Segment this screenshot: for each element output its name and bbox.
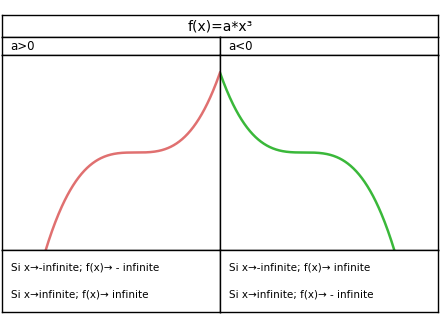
- Text: Si x→-infinite; f(x)→ infinite: Si x→-infinite; f(x)→ infinite: [229, 263, 370, 272]
- Text: Si x→infinite; f(x)→ - infinite: Si x→infinite; f(x)→ - infinite: [229, 290, 373, 300]
- Text: a>0: a>0: [11, 40, 35, 52]
- Text: Si x→-infinite; f(x)→ - infinite: Si x→-infinite; f(x)→ - infinite: [11, 263, 159, 272]
- Text: Si x→infinite; f(x)→ infinite: Si x→infinite; f(x)→ infinite: [11, 290, 148, 300]
- Text: f(x)=a*x³: f(x)=a*x³: [187, 19, 253, 33]
- Text: a<0: a<0: [229, 40, 253, 52]
